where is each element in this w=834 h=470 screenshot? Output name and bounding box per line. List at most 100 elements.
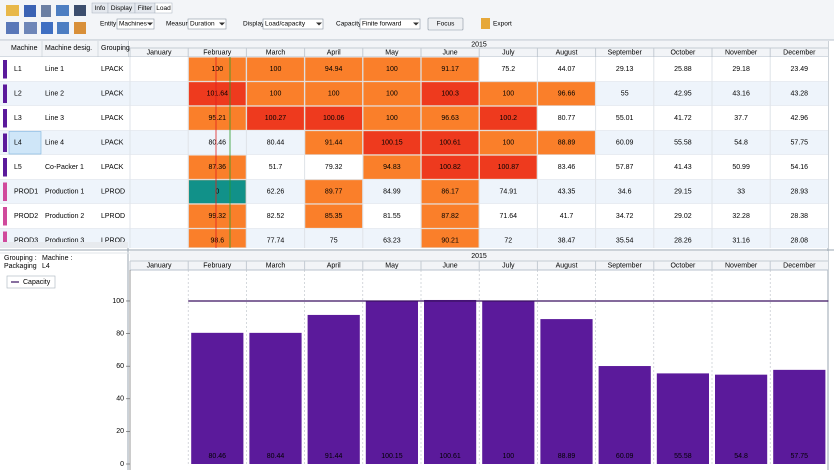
icon-e[interactable] [74, 22, 86, 34]
machine-code[interactable]: PROD2 [14, 213, 38, 220]
selected-cell [8, 131, 42, 155]
icon-doc[interactable] [41, 5, 51, 17]
focus-label: Focus [437, 21, 455, 28]
bar-label: 55.58 [674, 453, 692, 460]
machine-designation: Line 1 [45, 66, 64, 73]
machine-designation: Production 1 [45, 189, 84, 196]
column-header: Machine desig. [45, 45, 92, 52]
load-value: 44.07 [558, 66, 576, 73]
bar [773, 369, 826, 464]
chart-month: May [385, 262, 399, 269]
load-value: 75 [330, 238, 338, 245]
bar-label: 100.15 [381, 453, 403, 460]
load-value: 71.64 [500, 213, 518, 220]
grouping: LPACK [101, 140, 124, 147]
chart-month: July [502, 262, 515, 269]
load-value: 34.6 [618, 189, 632, 196]
bar [249, 332, 302, 464]
load-value: 86.17 [441, 189, 459, 196]
load-value: 100.61 [439, 140, 461, 147]
load-value: 87.36 [209, 164, 227, 171]
grouping: LPACK [101, 115, 124, 122]
load-value: 100 [386, 66, 398, 73]
load-value: 100.82 [439, 164, 461, 171]
chart-year: 2015 [471, 253, 487, 260]
column-header: Grouping [101, 45, 130, 52]
dropdown[interactable] [187, 18, 227, 30]
y-tick-label: 20 [116, 428, 124, 435]
machine-code[interactable]: L5 [14, 164, 22, 171]
load-value: 100.2 [500, 115, 518, 122]
icon-open[interactable] [6, 5, 19, 16]
load-value: 99.32 [209, 213, 227, 220]
machine-designation: Line 2 [45, 91, 64, 98]
load-value: 42.95 [674, 91, 692, 98]
toolbar-icons [6, 5, 86, 34]
export-icon[interactable] [481, 18, 490, 29]
icon-grid[interactable] [56, 5, 69, 16]
bar-label: 91.44 [325, 453, 343, 460]
icon-c[interactable] [41, 22, 53, 34]
y-tick-label: 100 [112, 298, 124, 305]
focus-button[interactable] [427, 17, 464, 31]
icon-filter[interactable] [74, 5, 86, 16]
load-value: 94.83 [383, 164, 401, 171]
bar [540, 319, 593, 464]
machine-code[interactable]: PROD3 [14, 238, 38, 245]
icon-d[interactable] [57, 22, 69, 34]
load-value: 57.87 [616, 164, 634, 171]
machine-code[interactable]: L1 [14, 66, 22, 73]
load-value: 94.94 [325, 66, 343, 73]
chart-month: June [443, 262, 458, 269]
load-value: 90.21 [441, 238, 459, 245]
load-value: 43.35 [558, 189, 576, 196]
grouping: LPROD [101, 189, 125, 196]
load-value: 31.16 [732, 238, 750, 245]
icon-b[interactable] [24, 22, 37, 34]
bar-label: 100 [502, 453, 514, 460]
dropdown-value: Duration [190, 21, 215, 28]
y-tick-label: 40 [116, 396, 124, 403]
load-value: 29.13 [616, 66, 634, 73]
machine-designation: Line 4 [45, 140, 64, 147]
machine-code[interactable]: L2 [14, 91, 22, 98]
load-value: 29.18 [732, 66, 750, 73]
dropdown-arrow [413, 22, 419, 26]
dropdown[interactable] [116, 18, 155, 30]
machine-code[interactable]: L3 [14, 115, 22, 122]
dropdown-arrow [316, 22, 322, 26]
dropdown[interactable] [262, 18, 324, 30]
tab-label: Info [95, 5, 106, 12]
machine-code[interactable]: PROD1 [14, 189, 38, 196]
load-value: 87.82 [441, 213, 459, 220]
month-header: November [725, 49, 758, 56]
load-value: 100 [328, 91, 340, 98]
grouping: LPACK [101, 91, 124, 98]
load-value: 32.28 [732, 213, 750, 220]
grouping-label: Grouping : [4, 255, 37, 262]
load-value: 98.6 [210, 238, 224, 245]
dropdown-arrow [147, 22, 153, 26]
load-value: 29.02 [674, 213, 692, 220]
month-header: January [147, 49, 172, 56]
dropdown-value: Machines [119, 21, 148, 28]
grouping: LPROD [101, 213, 125, 220]
machine-designation: Co-Packer 1 [45, 164, 84, 171]
load-value: 79.32 [325, 164, 343, 171]
machine-code[interactable]: L4 [14, 140, 22, 147]
field-label: Entity [100, 21, 117, 28]
icon-a[interactable] [6, 22, 19, 34]
load-value: 101.64 [207, 91, 229, 98]
tab[interactable] [154, 2, 173, 14]
load-value: 62.26 [267, 189, 285, 196]
load-value: 29.15 [674, 189, 692, 196]
chart-month: October [670, 262, 696, 269]
dropdown[interactable] [359, 18, 421, 30]
field-label: Display [243, 21, 265, 28]
icon-save[interactable] [24, 5, 36, 17]
field-label: Capacity [336, 21, 362, 28]
group-strip [3, 109, 7, 128]
load-value: 55 [621, 91, 629, 98]
bar [307, 314, 360, 464]
